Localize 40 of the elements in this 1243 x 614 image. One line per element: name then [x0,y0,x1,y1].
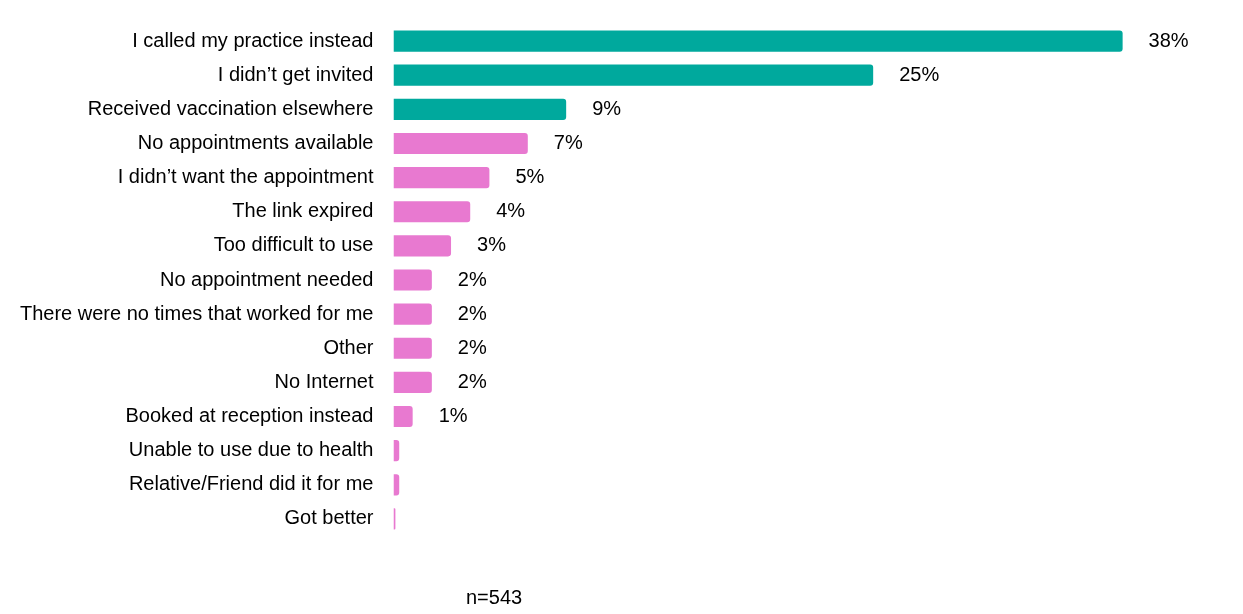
bar [393,201,471,223]
data-label: 5% [515,165,545,188]
y-tick-label: No appointment needed [159,267,374,290]
y-tick-label: I didn’t want the appointment [117,165,374,188]
bar [393,98,567,120]
text: n=543 [466,586,523,609]
data-label: 2% [457,369,487,392]
y-tick-label: Too difficult to use [213,233,374,256]
y-tick-label: Booked at reception instead [125,404,374,427]
y-tick-label: Relative/Friend did it for me [128,472,374,495]
data-label: 1% [438,404,468,427]
data-label: 9% [592,96,622,119]
bar [393,371,432,393]
y-tick-label: Other [323,335,374,358]
y-tick-label: Received vaccination elsewhere [87,96,374,119]
bar [393,132,528,155]
data-label: 3% [477,233,507,256]
bar [393,64,874,86]
bar [393,167,490,189]
data-label: 2% [457,267,487,290]
y-tick-label: I didn’t get invited [217,62,374,85]
data-label: 25% [899,62,940,85]
data-label: 2% [457,301,487,324]
y-tick-label: Got better [284,506,374,529]
y-tick-label: There were no times that worked for me [19,301,374,324]
bar [393,235,452,257]
data-label: 2% [457,335,487,358]
bar [393,30,1123,52]
data-label: 38% [1148,28,1189,51]
y-tick-label: The link expired [232,199,374,222]
y-tick-label: No Internet [274,369,374,392]
bar [393,405,413,428]
bar [393,269,432,291]
y-tick-label: I called my practice instead [132,28,374,51]
data-label: 7% [553,130,583,153]
y-tick-label: No appointments available [137,130,374,153]
data-label: 4% [496,199,526,222]
y-tick-label: Unable to use due to health [128,438,374,461]
bar [393,303,432,325]
bar [393,337,432,359]
